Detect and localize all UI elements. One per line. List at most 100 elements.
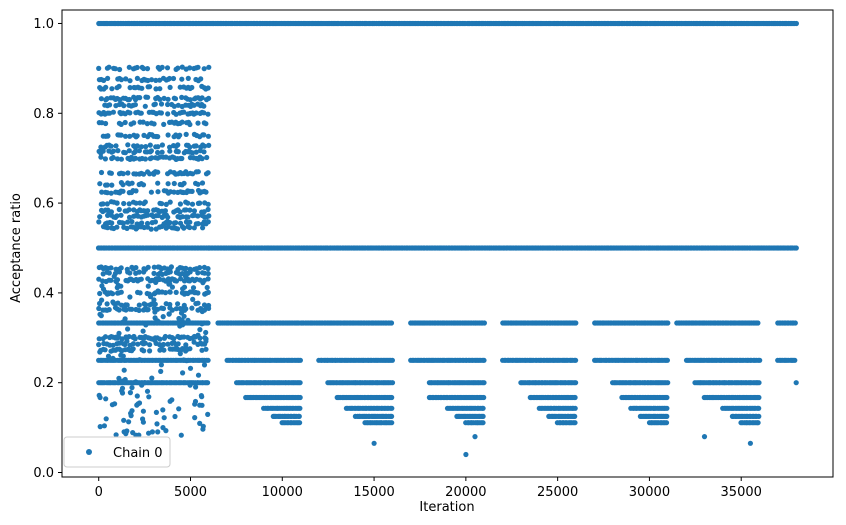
- data-point: [572, 394, 578, 401]
- data-point: [149, 77, 155, 83]
- data-point: [155, 169, 161, 175]
- data-point: [160, 341, 167, 348]
- data-point: [173, 346, 179, 352]
- data-point: [153, 77, 159, 83]
- data-point: [118, 347, 125, 354]
- data-point: [187, 144, 193, 150]
- data-point: [134, 393, 140, 399]
- data-point: [169, 307, 175, 313]
- data-point: [167, 144, 173, 150]
- data-point: [98, 169, 105, 176]
- data-point: [109, 86, 115, 92]
- data-point: [158, 101, 165, 107]
- data-point: [167, 84, 173, 90]
- data-point: [155, 134, 161, 140]
- data-point: [145, 94, 151, 100]
- data-point: [178, 276, 184, 282]
- legend-label-chain-0: Chain 0: [113, 446, 163, 461]
- data-point: [201, 362, 208, 368]
- data-point: [129, 385, 135, 391]
- data-point: [142, 380, 148, 386]
- data-point: [195, 221, 201, 227]
- data-point: [149, 375, 155, 381]
- data-point: [205, 133, 211, 139]
- data-point: [205, 271, 211, 277]
- y-tick-label: 1.0: [33, 17, 54, 32]
- data-point: [109, 182, 115, 188]
- data-point: [153, 279, 159, 285]
- data-point: [187, 346, 193, 352]
- data-point: [140, 119, 146, 125]
- data-point: [197, 402, 203, 408]
- data-point: [204, 284, 210, 291]
- data-point: [120, 378, 126, 384]
- data-point: [121, 417, 127, 423]
- data-point: [120, 182, 126, 188]
- data-point: [195, 300, 201, 306]
- data-point: [110, 109, 116, 115]
- data-point: [105, 290, 111, 296]
- data-point: [118, 77, 124, 83]
- data-point: [144, 388, 151, 394]
- data-point: [665, 380, 671, 386]
- data-point: [205, 357, 211, 363]
- data-point: [116, 83, 122, 89]
- data-point: [152, 309, 158, 315]
- data-point: [103, 396, 109, 402]
- x-tick-label: 15000: [353, 485, 394, 500]
- data-point: [757, 357, 763, 363]
- data-point: [142, 340, 148, 346]
- data-point: [144, 220, 151, 227]
- data-point: [297, 357, 303, 363]
- data-point: [185, 317, 191, 323]
- data-point: [98, 144, 104, 150]
- data-point: [389, 420, 395, 426]
- data-point: [138, 144, 145, 150]
- data-point: [140, 182, 147, 188]
- data-point: [199, 95, 205, 101]
- data-point: [179, 119, 185, 125]
- data-point: [165, 101, 171, 108]
- data-point: [756, 413, 762, 419]
- data-point: [664, 357, 671, 363]
- data-point: [111, 273, 117, 279]
- data-point: [96, 305, 102, 312]
- data-point: [205, 380, 211, 386]
- data-point: [187, 110, 194, 116]
- data-point: [136, 432, 142, 438]
- data-point: [162, 208, 168, 214]
- data-point: [179, 64, 185, 70]
- data-point: [109, 220, 115, 226]
- data-point: [108, 277, 114, 283]
- data-point: [127, 78, 133, 84]
- data-point: [187, 289, 193, 295]
- data-point: [154, 421, 160, 427]
- data-point: [197, 420, 203, 426]
- data-point: [125, 326, 131, 332]
- data-point: [163, 201, 169, 207]
- data-point: [159, 149, 165, 155]
- data-point: [103, 416, 109, 422]
- data-point: [144, 66, 151, 72]
- data-point: [145, 283, 151, 289]
- data-point: [114, 156, 121, 162]
- data-point: [664, 394, 670, 401]
- data-point: [168, 264, 174, 270]
- data-point: [463, 451, 469, 458]
- y-tick-label: 0.8: [33, 107, 54, 122]
- data-point: [122, 150, 128, 156]
- data-point: [190, 285, 197, 291]
- data-point: [151, 170, 157, 176]
- data-point: [167, 148, 173, 154]
- data-point: [179, 214, 186, 220]
- data-point: [126, 64, 132, 70]
- y-tick-label: 0.0: [33, 466, 54, 481]
- data-point: [205, 206, 211, 213]
- data-point: [106, 307, 112, 313]
- data-points: [95, 20, 800, 458]
- data-point: [129, 219, 135, 225]
- data-point: [112, 66, 118, 72]
- data-point: [119, 302, 125, 308]
- data-point: [121, 200, 127, 207]
- data-point: [195, 270, 201, 276]
